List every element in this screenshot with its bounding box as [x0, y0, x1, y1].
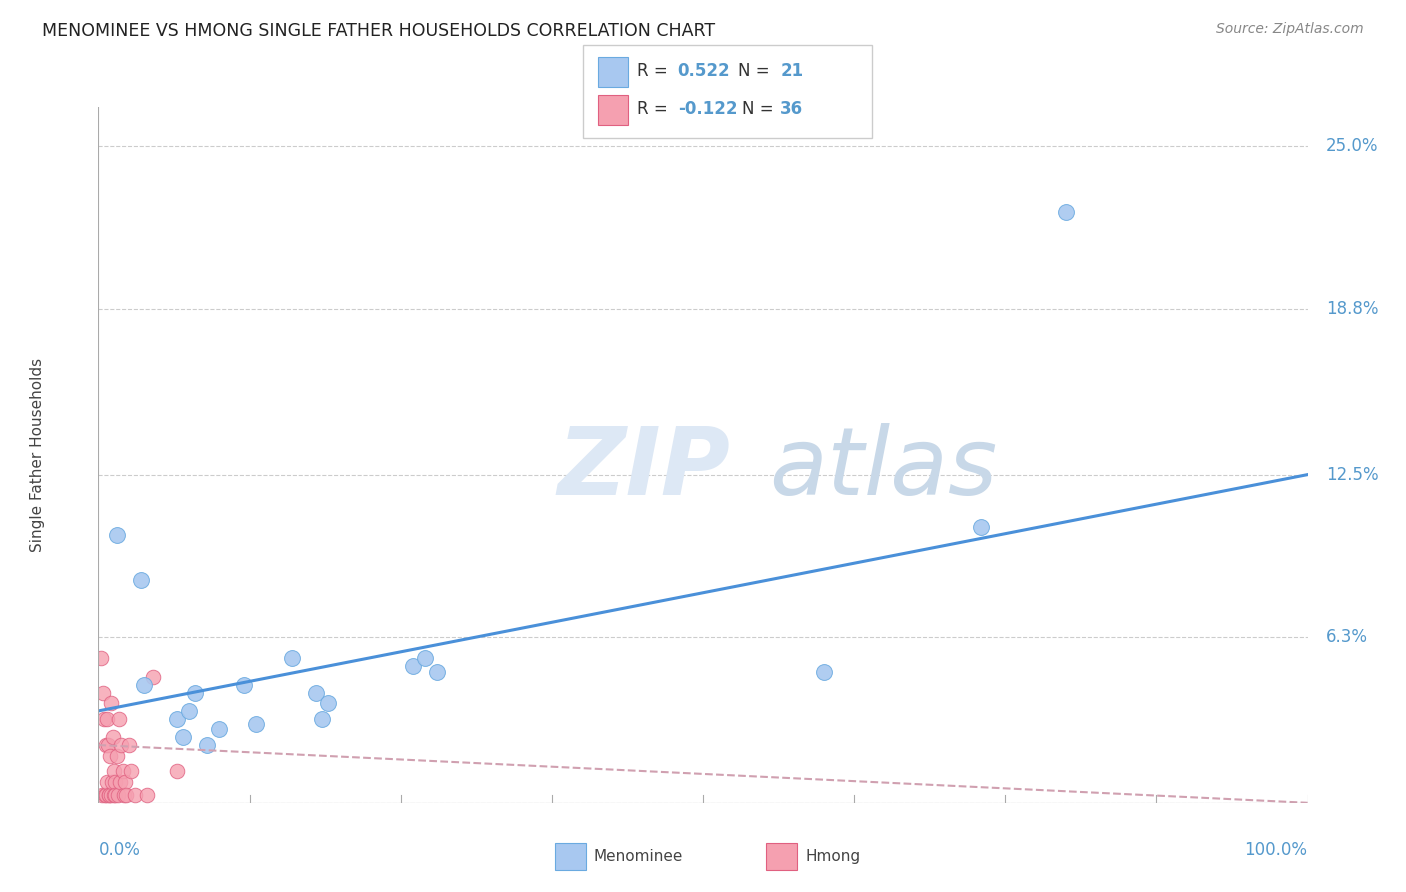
Point — [316, 696, 339, 710]
Text: Menominee: Menominee — [593, 849, 683, 863]
Text: Single Father Households: Single Father Households — [31, 358, 45, 552]
Point — [103, 788, 125, 802]
Point — [134, 678, 156, 692]
Point — [108, 712, 131, 726]
Text: MENOMINEE VS HMONG SINGLE FATHER HOUSEHOLDS CORRELATION CHART: MENOMINEE VS HMONG SINGLE FATHER HOUSEHO… — [42, 22, 716, 40]
Point — [426, 665, 449, 679]
Point — [970, 520, 993, 534]
Text: -0.122: -0.122 — [678, 100, 737, 118]
Point — [232, 678, 254, 692]
Point — [93, 712, 115, 726]
Point — [90, 651, 112, 665]
Text: 18.8%: 18.8% — [1326, 301, 1378, 318]
Point — [1054, 205, 1077, 219]
Point — [118, 738, 141, 752]
Point — [129, 573, 152, 587]
Point — [96, 788, 118, 802]
Point — [105, 748, 128, 763]
Text: Hmong: Hmong — [806, 849, 860, 863]
Point — [94, 788, 117, 802]
Point — [166, 764, 188, 779]
Point — [98, 748, 121, 763]
Point — [114, 774, 136, 789]
Point — [172, 730, 194, 744]
Text: 0.522: 0.522 — [678, 62, 730, 80]
Point — [103, 764, 125, 779]
Point — [305, 685, 328, 699]
Point — [413, 651, 436, 665]
Point — [184, 685, 207, 699]
Point — [97, 738, 120, 752]
Point — [96, 712, 118, 726]
Text: 100.0%: 100.0% — [1244, 841, 1308, 859]
Point — [402, 659, 425, 673]
Point — [135, 788, 157, 802]
Text: 12.5%: 12.5% — [1326, 466, 1378, 483]
Point — [142, 670, 165, 684]
Point — [281, 651, 304, 665]
Point — [111, 764, 134, 779]
Point — [104, 788, 127, 802]
Text: R =: R = — [637, 100, 673, 118]
Point — [97, 788, 120, 802]
Point — [245, 717, 267, 731]
Point — [124, 788, 146, 802]
Point — [96, 774, 118, 789]
Point — [100, 696, 122, 710]
Text: Source: ZipAtlas.com: Source: ZipAtlas.com — [1216, 22, 1364, 37]
Text: atlas: atlas — [769, 424, 998, 515]
Text: 6.3%: 6.3% — [1326, 628, 1368, 647]
Point — [91, 685, 114, 699]
Point — [166, 712, 188, 726]
Text: ZIP: ZIP — [558, 423, 731, 515]
Point — [105, 528, 128, 542]
Text: 21: 21 — [780, 62, 803, 80]
Point — [94, 738, 117, 752]
Text: R =: R = — [637, 62, 673, 80]
Point — [98, 788, 121, 802]
Point — [101, 730, 124, 744]
Text: 25.0%: 25.0% — [1326, 137, 1378, 155]
Point — [107, 788, 129, 802]
Point — [112, 788, 135, 802]
Point — [311, 712, 333, 726]
Point — [108, 774, 131, 789]
Text: N =: N = — [742, 100, 779, 118]
Point — [100, 774, 122, 789]
Point — [195, 738, 218, 752]
Point — [100, 788, 122, 802]
Point — [813, 665, 835, 679]
Text: N =: N = — [738, 62, 775, 80]
Point — [115, 788, 138, 802]
Point — [110, 738, 132, 752]
Point — [120, 764, 142, 779]
Point — [104, 774, 127, 789]
Point — [91, 788, 114, 802]
Point — [179, 704, 201, 718]
Text: 0.0%: 0.0% — [98, 841, 141, 859]
Point — [208, 723, 231, 737]
Text: 36: 36 — [780, 100, 803, 118]
